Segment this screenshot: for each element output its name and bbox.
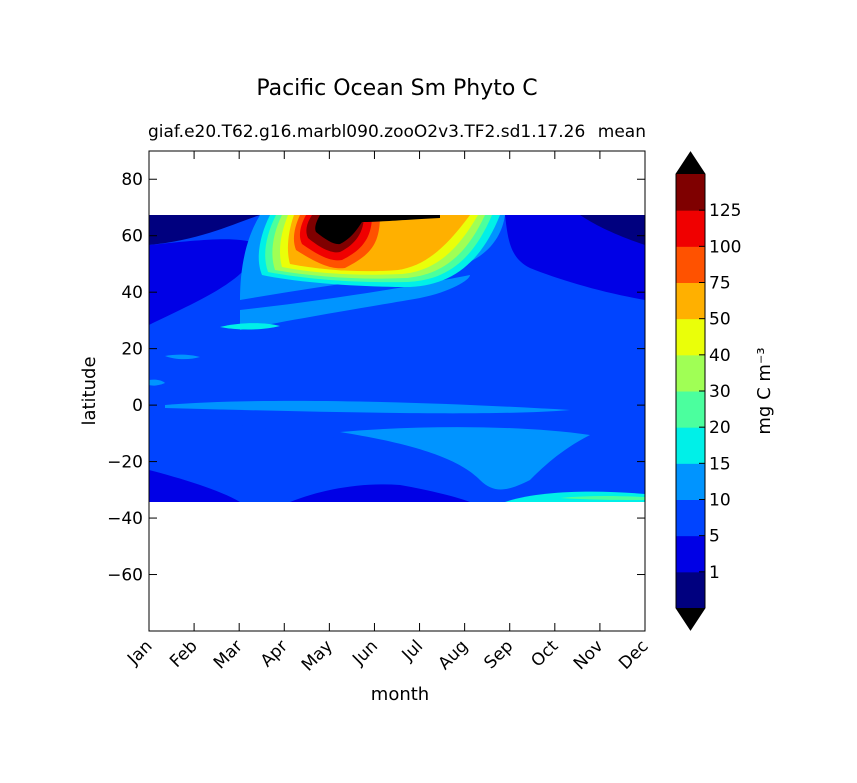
colorbar-segment: [676, 210, 705, 247]
colorbar-segment: [676, 499, 705, 537]
colorbar-tick-label: 1: [709, 563, 720, 583]
y-tick-label: 20: [121, 340, 143, 360]
plot-frame: [148, 150, 646, 632]
x-tick-label: Jun: [348, 636, 382, 670]
colorbar-segment: [676, 246, 705, 283]
colorbar-extend-bottom: [676, 608, 705, 630]
y-tick-label: −60: [107, 566, 143, 586]
x-tick-label: Oct: [527, 636, 562, 671]
heatmap-field: [149, 215, 645, 502]
colorbar-tick-label: 100: [709, 237, 741, 257]
chart-subtitle-run: giaf.e20.T62.g16.marbl090.zooO2v3.TF2.sd…: [148, 122, 586, 142]
colorbar-segment: [676, 318, 705, 356]
colorbar-tick-label: 30: [709, 382, 731, 402]
y-axis-label: latitude: [79, 356, 100, 425]
colorbar-extend-top: [676, 152, 705, 174]
colorbar-tick-label: 125: [709, 201, 741, 221]
y-axis: 80 60 40 20 0 −20 −40 −60: [107, 170, 645, 586]
x-tick-label: May: [298, 636, 337, 675]
colorbar-segment: [676, 427, 705, 464]
colorbar-segment: [676, 282, 705, 320]
x-tick-label: Jul: [398, 636, 427, 665]
colorbar-segment: [676, 571, 705, 609]
x-tick-label: Feb: [166, 636, 201, 671]
colorbar-segment: [676, 174, 705, 211]
colorbar-label: mg C m⁻³: [754, 347, 775, 434]
colorbar-tick-label: 5: [709, 527, 720, 547]
y-tick-label: 80: [121, 170, 143, 190]
x-tick-label: Sep: [480, 636, 517, 673]
colorbar-segment: [676, 354, 705, 392]
x-tick-label: Jan: [123, 636, 156, 669]
colorbar-segment: [676, 391, 705, 428]
y-tick-label: 0: [132, 396, 143, 416]
colorbar-tick-label: 75: [709, 274, 731, 294]
y-tick-label: −40: [107, 509, 143, 529]
x-tick-label: Nov: [570, 636, 608, 674]
colorbar-segment: [676, 463, 705, 500]
x-tick-label: Aug: [435, 636, 473, 674]
colorbar-tick-label: 20: [709, 418, 731, 438]
colorbar-tick-label: 10: [709, 491, 731, 511]
x-axis-label: month: [371, 684, 429, 705]
y-tick-label: −20: [107, 453, 143, 473]
colorbar-tick-label: 40: [709, 346, 731, 366]
x-tick-label: Mar: [210, 636, 247, 673]
x-tick-label: Dec: [615, 636, 652, 673]
colorbar-frame: [675, 151, 706, 631]
colorbar-segment: [676, 535, 705, 573]
y-tick-label: 40: [121, 283, 143, 303]
colorbar-tick-label: 15: [709, 454, 731, 474]
colorbar-tick-label: 50: [709, 310, 731, 330]
chart-subtitle-stat: mean: [597, 122, 646, 142]
chart-title: Pacific Ocean Sm Phyto C: [256, 76, 538, 101]
x-tick-label: Apr: [257, 636, 292, 671]
y-tick-label: 60: [121, 227, 143, 247]
